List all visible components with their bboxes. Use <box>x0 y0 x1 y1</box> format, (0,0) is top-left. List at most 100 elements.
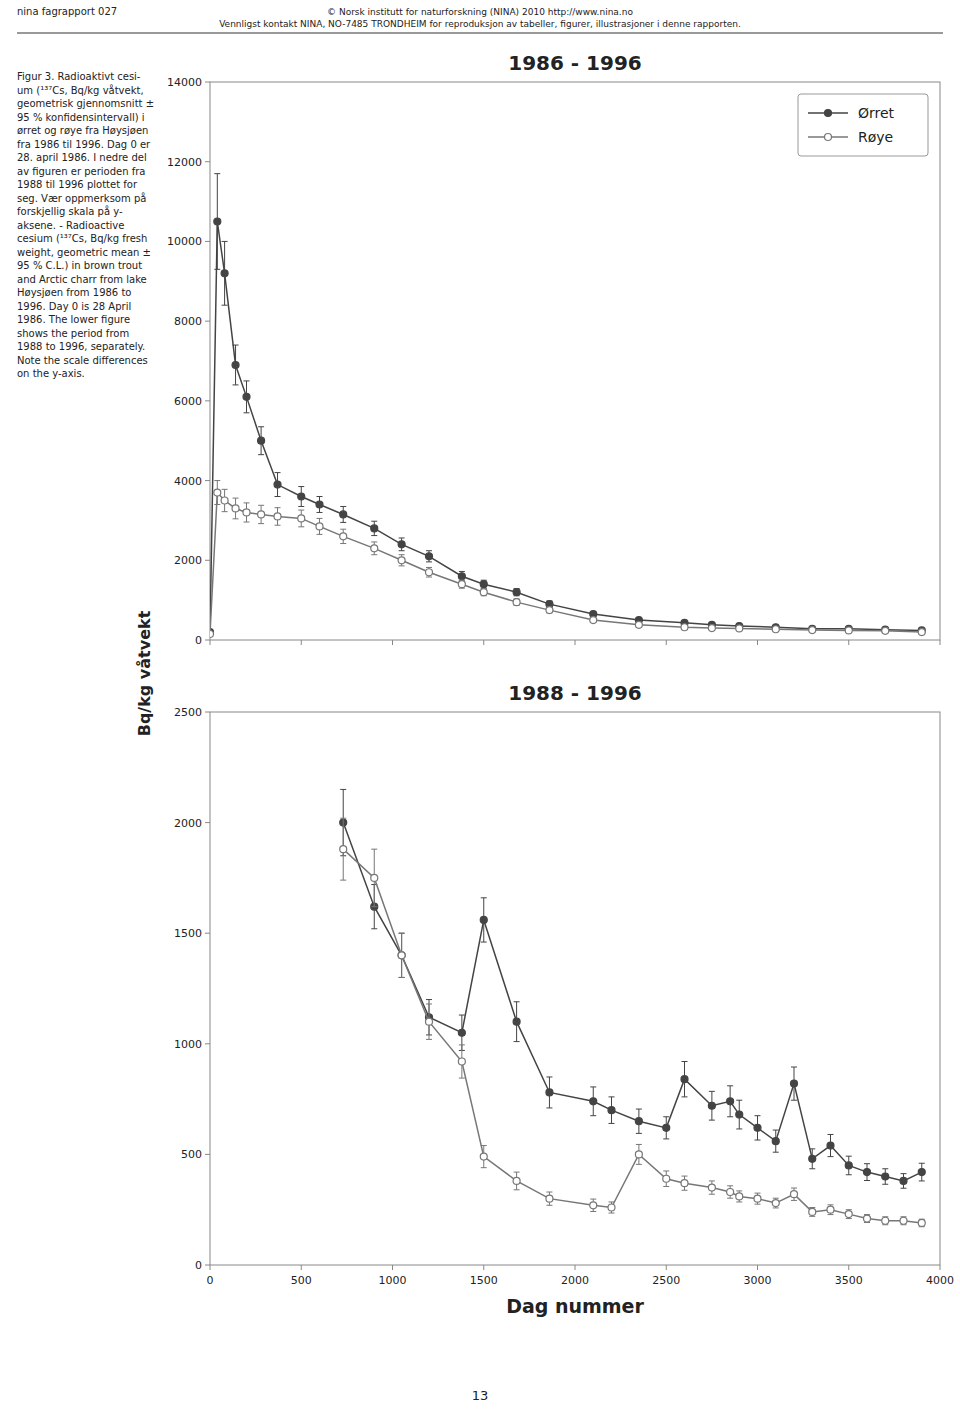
marker <box>809 1208 816 1215</box>
y-tick <box>205 560 210 561</box>
marker <box>340 533 347 540</box>
marker <box>371 525 378 532</box>
x-tick <box>940 1265 941 1270</box>
chart-title: 1988 - 1996 <box>508 681 642 705</box>
marker <box>727 1098 734 1105</box>
error-bar <box>399 933 405 977</box>
error-bar <box>371 542 377 555</box>
marker <box>635 1151 642 1158</box>
marker <box>232 361 239 368</box>
marker <box>513 1177 520 1184</box>
chart-title: 1986 - 1996 <box>508 51 642 75</box>
series-line <box>210 222 922 633</box>
error-bar <box>590 1199 596 1211</box>
error-bar <box>663 1117 669 1139</box>
x-tick <box>940 640 941 645</box>
marker <box>458 581 465 588</box>
caption-line: weight, geometric mean ± <box>17 247 151 258</box>
marker <box>827 1206 834 1213</box>
marker <box>340 511 347 518</box>
error-bar <box>736 1191 742 1202</box>
marker <box>221 270 228 277</box>
error-bar <box>481 589 487 596</box>
y-tick <box>205 241 210 242</box>
marker <box>809 627 816 634</box>
marker <box>882 1217 889 1224</box>
caption-line: and Arctic charr from lake <box>17 274 147 285</box>
caption-line: 95 % konfidensintervall) i <box>17 112 145 123</box>
x-tick <box>301 640 302 645</box>
error-bar <box>233 498 239 519</box>
error-bar <box>233 345 239 385</box>
legend-marker <box>825 110 832 117</box>
x-tick <box>301 1265 302 1270</box>
error-bar <box>222 489 228 511</box>
marker <box>845 627 852 634</box>
marker <box>371 545 378 552</box>
caption-line: 95 % C.L.) in brown trout <box>17 260 142 271</box>
marker <box>918 1219 925 1226</box>
series-line <box>210 493 922 634</box>
y-tick <box>205 480 210 481</box>
marker <box>791 1080 798 1087</box>
error-bar <box>298 510 304 527</box>
caption-line: Figur 3. Radioaktivt cesi- <box>17 71 141 82</box>
error-bar <box>546 607 552 613</box>
error-bar <box>340 506 346 522</box>
x-tick-label: 4000 <box>926 1274 954 1287</box>
error-bar <box>481 580 487 588</box>
error-bar <box>609 1097 615 1124</box>
marker <box>298 493 305 500</box>
y-tick <box>205 161 210 162</box>
marker <box>480 589 487 596</box>
error-bar <box>399 538 405 551</box>
y-tick-label: 1500 <box>174 927 202 940</box>
marker <box>663 1175 670 1182</box>
error-bar <box>340 529 346 543</box>
plot-frame <box>210 82 940 640</box>
caption-line: 1988 to 1996, separately. <box>17 341 145 352</box>
marker <box>426 553 433 560</box>
x-tick <box>848 1265 849 1270</box>
error-bar <box>864 1164 870 1181</box>
marker <box>708 625 715 632</box>
marker <box>458 1058 465 1065</box>
y-tick-label: 6000 <box>174 395 202 408</box>
y-tick-label: 14000 <box>167 76 202 89</box>
error-bar <box>459 571 465 581</box>
marker <box>214 489 221 496</box>
marker <box>918 1169 925 1176</box>
marker <box>590 617 597 624</box>
header-rule <box>17 33 943 34</box>
caption-line: ørret og røye fra Høysjøen <box>17 125 148 136</box>
marker <box>398 952 405 959</box>
marker <box>882 627 889 634</box>
marker <box>791 1191 798 1198</box>
chart: 1986 - 199602000400060008000100001200014… <box>167 51 940 647</box>
marker <box>727 1189 734 1196</box>
caption-line: aksene. - Radioactive <box>17 220 124 231</box>
y-tick-label: 4000 <box>174 475 202 488</box>
x-tick-label: 500 <box>291 1274 312 1287</box>
marker <box>340 846 347 853</box>
caption-line: av figuren er perioden fra <box>17 166 146 177</box>
marker <box>398 541 405 548</box>
series <box>210 481 925 638</box>
y-tick <box>205 400 210 401</box>
error-bar <box>919 1163 925 1181</box>
marker <box>274 481 281 488</box>
x-tick <box>210 640 211 645</box>
error-bar <box>828 1134 834 1156</box>
marker <box>918 629 925 636</box>
marker <box>210 631 214 638</box>
y-tick <box>205 822 210 823</box>
y-tick-label: 0 <box>195 634 202 647</box>
header-line: © Norsk institutt for naturforskning (NI… <box>327 7 633 17</box>
x-tick-label: 0 <box>207 1274 214 1287</box>
error-bar <box>682 1061 688 1096</box>
marker <box>681 624 688 631</box>
marker <box>608 1107 615 1114</box>
error-bar <box>399 555 405 566</box>
error-bar <box>682 1176 688 1190</box>
marker <box>243 509 250 516</box>
